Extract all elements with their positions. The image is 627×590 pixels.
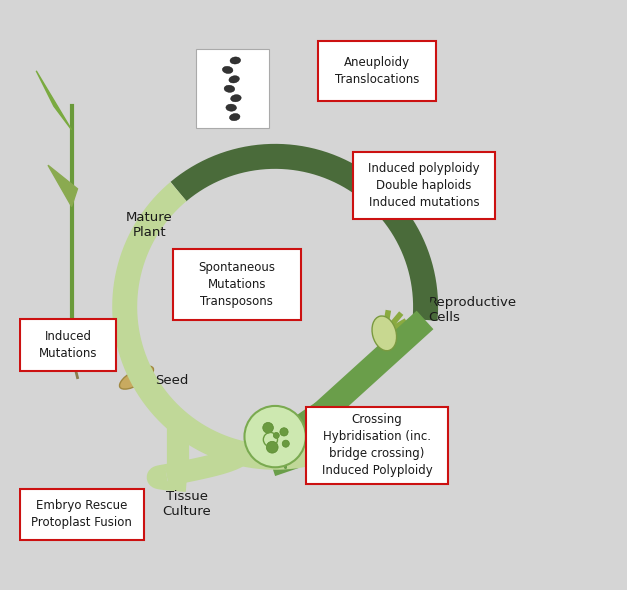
Text: Meiosis: Meiosis xyxy=(206,103,255,116)
Ellipse shape xyxy=(226,104,236,112)
Ellipse shape xyxy=(372,316,397,350)
Ellipse shape xyxy=(120,366,154,389)
Text: Aneuploidy
Translocations: Aneuploidy Translocations xyxy=(335,56,419,86)
Polygon shape xyxy=(36,71,71,130)
Text: Seed: Seed xyxy=(155,374,189,387)
FancyBboxPatch shape xyxy=(353,152,495,219)
Text: Induced polyploidy
Double haploids
Induced mutations: Induced polyploidy Double haploids Induc… xyxy=(368,162,480,209)
FancyBboxPatch shape xyxy=(173,249,300,320)
Ellipse shape xyxy=(229,76,240,83)
FancyBboxPatch shape xyxy=(19,319,117,371)
Text: Embryo Rescue
Protoplast Fusion: Embryo Rescue Protoplast Fusion xyxy=(31,500,132,529)
Text: Tissue
Culture: Tissue Culture xyxy=(162,490,211,519)
FancyBboxPatch shape xyxy=(318,41,436,100)
Circle shape xyxy=(280,428,288,436)
Circle shape xyxy=(245,406,306,467)
FancyBboxPatch shape xyxy=(196,48,269,129)
Text: Induced
Mutations: Induced Mutations xyxy=(39,330,97,360)
Text: Mature
Plant: Mature Plant xyxy=(126,211,173,240)
Circle shape xyxy=(273,432,279,438)
Ellipse shape xyxy=(223,66,233,74)
Circle shape xyxy=(263,422,273,433)
Ellipse shape xyxy=(231,94,241,102)
Circle shape xyxy=(282,440,289,447)
Polygon shape xyxy=(48,165,78,206)
Text: Spontaneous
Mutations
Transposons: Spontaneous Mutations Transposons xyxy=(198,261,275,308)
Text: Crossing
Hybridisation (inc.
bridge crossing)
Induced Polyploidy: Crossing Hybridisation (inc. bridge cros… xyxy=(322,414,432,477)
Ellipse shape xyxy=(230,57,241,64)
Circle shape xyxy=(266,441,278,453)
Ellipse shape xyxy=(224,85,234,93)
Text: Reproductive
Cells: Reproductive Cells xyxy=(428,296,517,324)
Ellipse shape xyxy=(229,113,240,121)
FancyBboxPatch shape xyxy=(306,407,448,484)
FancyBboxPatch shape xyxy=(19,489,144,540)
Text: Fertilisation: Fertilisation xyxy=(248,421,326,434)
